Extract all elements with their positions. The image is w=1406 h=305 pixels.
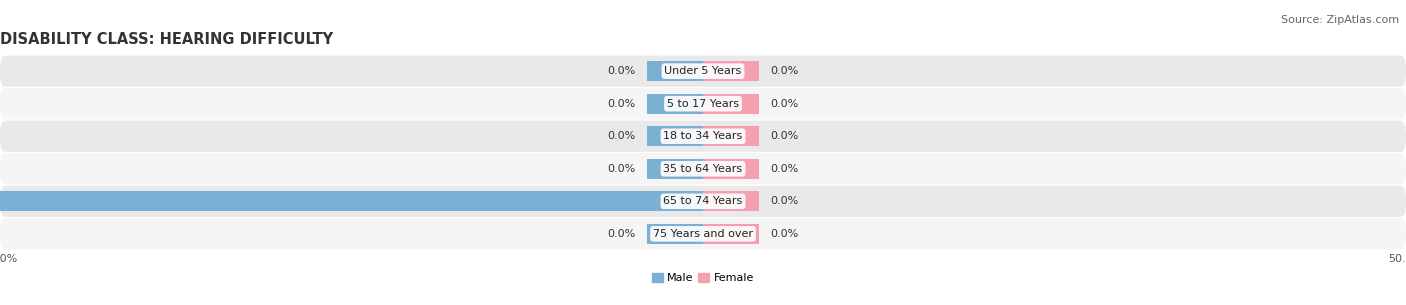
Bar	[647, 94, 703, 114]
Legend: Male, Female: Male, Female	[647, 268, 759, 288]
Text: 0.0%: 0.0%	[607, 99, 636, 109]
Text: 0.0%: 0.0%	[770, 66, 799, 76]
Text: 0.0%: 0.0%	[607, 66, 636, 76]
FancyBboxPatch shape	[0, 56, 1406, 87]
Bar	[647, 126, 703, 146]
Text: 75 Years and over: 75 Years and over	[652, 229, 754, 239]
Bar	[703, 159, 759, 179]
Bar	[703, 126, 759, 146]
FancyBboxPatch shape	[0, 218, 1406, 249]
Bar	[647, 61, 703, 81]
Text: DISABILITY CLASS: HEARING DIFFICULTY: DISABILITY CLASS: HEARING DIFFICULTY	[0, 32, 333, 47]
Text: 65 to 74 Years: 65 to 74 Years	[664, 196, 742, 206]
Text: 35 to 64 Years: 35 to 64 Years	[664, 164, 742, 174]
FancyBboxPatch shape	[0, 88, 1406, 119]
Text: 0.0%: 0.0%	[770, 164, 799, 174]
Bar	[0, 191, 703, 211]
Text: 0.0%: 0.0%	[770, 229, 799, 239]
Bar	[647, 224, 703, 244]
Text: 5 to 17 Years: 5 to 17 Years	[666, 99, 740, 109]
FancyBboxPatch shape	[0, 186, 1406, 217]
Text: 0.0%: 0.0%	[607, 164, 636, 174]
FancyBboxPatch shape	[0, 153, 1406, 185]
Text: 0.0%: 0.0%	[770, 131, 799, 141]
Text: Under 5 Years: Under 5 Years	[665, 66, 741, 76]
Text: 0.0%: 0.0%	[607, 229, 636, 239]
FancyBboxPatch shape	[0, 120, 1406, 152]
Text: Source: ZipAtlas.com: Source: ZipAtlas.com	[1281, 15, 1399, 25]
Text: 0.0%: 0.0%	[607, 131, 636, 141]
Bar	[703, 94, 759, 114]
Bar	[703, 61, 759, 81]
Text: 0.0%: 0.0%	[770, 196, 799, 206]
Text: 0.0%: 0.0%	[770, 99, 799, 109]
Bar	[647, 159, 703, 179]
Text: 18 to 34 Years: 18 to 34 Years	[664, 131, 742, 141]
Bar	[703, 224, 759, 244]
Bar	[703, 191, 759, 211]
